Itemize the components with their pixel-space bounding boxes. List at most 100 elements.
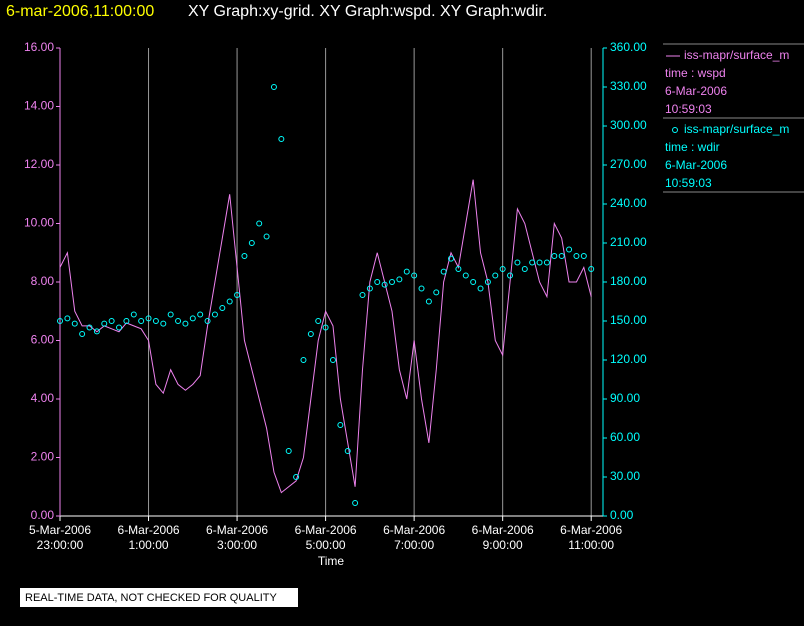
- scatter-point: [219, 305, 226, 311]
- legend-marker: [672, 127, 678, 133]
- line-series: [59, 179, 592, 494]
- scatter-point: [470, 279, 477, 285]
- legend-label: time : wdir: [665, 140, 720, 154]
- scatter-point: [352, 500, 359, 506]
- scatter-point: [86, 324, 93, 331]
- scatter-point: [448, 255, 455, 262]
- scatter-point: [175, 318, 182, 324]
- x-tick-label: 6-Mar-2006: [295, 523, 357, 537]
- note-box: [20, 588, 298, 607]
- scatter-point: [543, 259, 550, 266]
- scatter-point: [71, 320, 78, 327]
- scatter-point: [499, 266, 506, 272]
- scatter-point: [455, 266, 462, 272]
- scatter-point: [263, 233, 270, 240]
- scatter-point: [418, 285, 425, 292]
- y2-tick-label: 210.00: [610, 235, 647, 249]
- x-tick-label: 23:00:00: [37, 538, 84, 552]
- scatter-point: [256, 220, 263, 227]
- scatter-point: [101, 320, 108, 327]
- y-tick-label: 10.00: [24, 216, 54, 230]
- y2-tick-label: 360.00: [610, 40, 647, 54]
- x-tick-label: 9:00:00: [483, 538, 523, 552]
- scatter-point: [152, 318, 159, 324]
- scatter-point: [551, 253, 558, 259]
- scatter-point: [529, 259, 536, 266]
- scatter-point: [300, 357, 307, 363]
- scatter-point: [507, 272, 514, 279]
- scatter-point: [57, 318, 63, 324]
- scatter-point: [145, 315, 152, 322]
- legend-label: 6-Mar-2006: [665, 158, 727, 172]
- scatter-point: [197, 311, 204, 318]
- legend-label: 6-Mar-2006: [665, 84, 727, 98]
- scatter-point: [270, 84, 277, 90]
- x-tick-label: 6-Mar-2006: [383, 523, 445, 537]
- scatter-point: [337, 422, 344, 428]
- scatter-point: [396, 276, 403, 283]
- x-tick-label: 5:00:00: [306, 538, 346, 552]
- legend-label: time : wspd: [665, 66, 726, 80]
- y2-tick-label: 0.00: [610, 508, 634, 522]
- chart-subtitle: XY Graph:xy-grid. XY Graph:wspd. XY Grap…: [188, 3, 547, 20]
- scatter-point: [492, 272, 499, 279]
- legend-label: 10:59:03: [665, 176, 712, 190]
- scatter-point: [234, 292, 241, 298]
- scatter-point: [278, 136, 285, 142]
- scatter-point: [167, 311, 174, 318]
- y2-tick-label: 300.00: [610, 118, 647, 132]
- y2-tick-label: 270.00: [610, 157, 647, 171]
- scatter-point: [374, 279, 381, 285]
- scatter-point: [440, 268, 447, 275]
- scatter-point: [322, 324, 329, 331]
- scatter-point: [226, 298, 233, 305]
- scatter-point: [484, 279, 491, 285]
- scatter-point: [388, 279, 395, 285]
- y-tick-label: 0.00: [31, 508, 55, 522]
- scatter-point: [403, 268, 410, 275]
- y-tick-label: 2.00: [31, 450, 55, 464]
- y2-tick-label: 330.00: [610, 79, 647, 93]
- scatter-point: [566, 246, 573, 253]
- x-tick-label: 6-Mar-2006: [118, 523, 180, 537]
- scatter-point: [425, 298, 432, 305]
- scatter-point: [588, 266, 595, 272]
- legend-label: 10:59:03: [665, 102, 712, 116]
- legend-label: iss-mapr/surface_m: [684, 122, 789, 136]
- scatter-point: [381, 281, 388, 288]
- scatter-point: [433, 289, 440, 296]
- y-tick-label: 6.00: [31, 333, 55, 347]
- x-tick-label: 6-Mar-2006: [560, 523, 622, 537]
- x-tick-label: 1:00:00: [129, 538, 169, 552]
- scatter-point: [293, 474, 300, 480]
- scatter-point: [93, 328, 100, 335]
- scatter-point: [248, 240, 255, 246]
- scatter-point: [307, 331, 314, 337]
- legend-label: iss-mapr/surface_m: [684, 48, 789, 62]
- y2-tick-label: 150.00: [610, 313, 647, 327]
- scatter-point: [329, 357, 336, 363]
- x-tick-label: 7:00:00: [394, 538, 434, 552]
- scatter-point: [344, 448, 351, 454]
- scatter-point: [580, 253, 587, 259]
- y-tick-label: 8.00: [31, 274, 55, 288]
- y2-tick-label: 240.00: [610, 196, 647, 210]
- scatter-point: [477, 285, 484, 292]
- scatter-point: [514, 259, 521, 266]
- scatter-point: [204, 318, 211, 324]
- x-tick-label: 6-Mar-2006: [206, 523, 268, 537]
- scatter-point: [130, 311, 137, 318]
- scatter-point: [123, 318, 130, 324]
- scatter-point: [64, 315, 71, 322]
- scatter-point: [108, 318, 115, 324]
- scatter-point: [116, 324, 123, 331]
- x-tick-label: 11:00:00: [568, 538, 614, 552]
- y-tick-label: 12.00: [24, 157, 54, 171]
- x-axis-label: Time: [318, 554, 345, 568]
- scatter-point: [573, 253, 580, 259]
- scatter-point: [411, 272, 418, 279]
- scatter-point: [359, 292, 366, 298]
- y-tick-label: 16.00: [24, 40, 54, 54]
